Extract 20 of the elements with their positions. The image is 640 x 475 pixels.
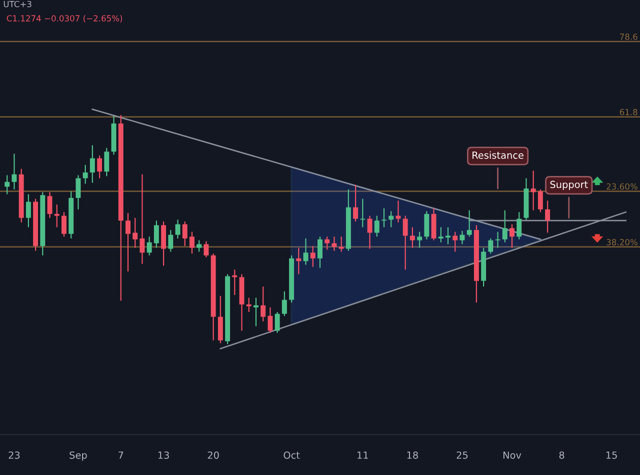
annotation: Resistance [472,151,524,159]
x-tick-label: 23 [8,451,20,459]
x-tick-label: 25 [456,451,468,459]
x-tick-label: 13 [158,451,169,459]
x-tick-label: Nov [503,452,522,459]
text: 78.6 [620,34,638,40]
x-tick-label: 8 [559,451,564,459]
annotation: 23.60% [606,183,638,190]
x-tick-label: Oct [284,451,300,459]
x-tick-label: Sep [70,451,87,461]
x-tick-label: 7 [118,452,124,459]
x-tick-label: 15 [606,452,617,459]
x-tick-label: 11 [358,452,368,459]
x-tick-label: 20 [208,451,219,459]
x-tick-label: 18 [407,451,418,459]
annotation: 38.20% [606,239,638,246]
text: UTC+3 [4,0,32,8]
annotation: Support [550,180,588,190]
annotation: 61.8 [620,108,638,116]
text: C1.1274 −0.0307 (−2.65%) [6,15,122,22]
